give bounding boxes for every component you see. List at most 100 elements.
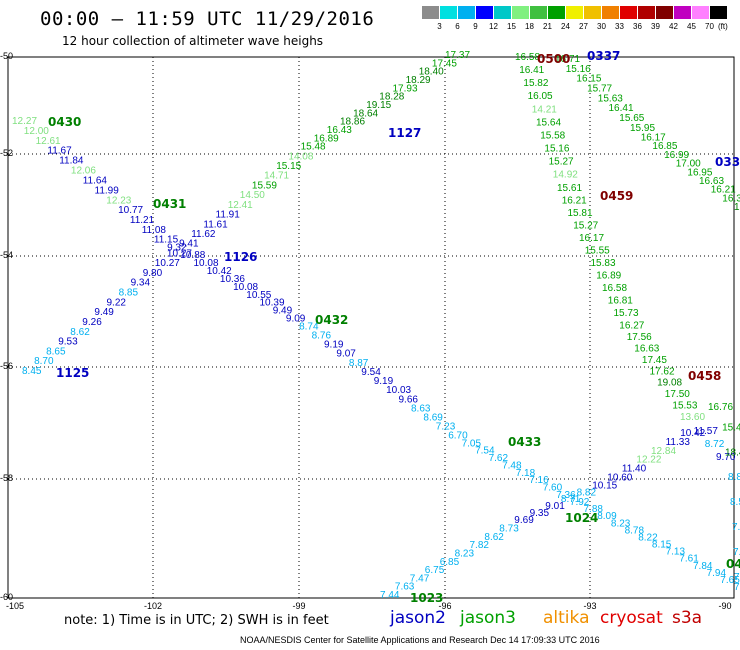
swh-value: 7.61 — [679, 554, 699, 565]
swh-value: 8.72 — [705, 439, 725, 450]
swh-value: 11.61 — [203, 219, 228, 230]
lon-label: -102 — [143, 601, 162, 611]
swh-value: 15.95 — [630, 123, 655, 134]
swh-value: 15.16 — [544, 144, 569, 155]
swh-value: 15.58 — [540, 131, 565, 142]
swh-value: 14.21 — [532, 104, 557, 115]
swh-value: 11.62 — [191, 229, 216, 240]
swh-value: 7.94 — [707, 568, 727, 579]
swh-value: 16.21 — [562, 196, 587, 207]
lat-lon-grid — [8, 57, 734, 598]
swh-value: 9.70 — [716, 452, 736, 463]
scale-label: 15 — [507, 22, 516, 31]
swh-value: 15.27 — [573, 221, 598, 232]
scale-swatch — [656, 6, 673, 19]
swh-value: 8.76 — [312, 331, 332, 342]
swh-value: 6.70 — [448, 431, 468, 442]
swh-value: 7.18 — [516, 468, 536, 479]
swh-value: 15.48 — [301, 142, 326, 153]
pass-time-label: 0500 — [537, 52, 570, 66]
swh-value: 9.32 — [167, 242, 187, 253]
swh-value: 8.62 — [70, 327, 90, 338]
scale-label: 24 — [561, 22, 570, 31]
lat-label: -58 — [0, 473, 14, 483]
scale-swatch — [674, 6, 691, 19]
swh-value: 9.54 — [361, 367, 381, 378]
swh-value: 19.15 — [366, 100, 391, 111]
scale-unit: (ft) — [718, 22, 728, 31]
swh-value: 9.69 — [514, 515, 534, 526]
scale-swatch — [692, 6, 709, 19]
swh-value: 11.84 — [59, 156, 84, 167]
swh-value: 8.62 — [484, 532, 504, 543]
scale-swatch — [548, 6, 565, 19]
swh-value: 16.63 — [634, 343, 659, 354]
swh-value: 7.54 — [475, 446, 495, 457]
swh-value: 17.56 — [627, 332, 652, 343]
swh-value: 13.60 — [680, 412, 705, 423]
swh-value: 16.58 — [602, 283, 627, 294]
scale-swatch — [530, 6, 547, 19]
swh-value: 9.26 — [82, 317, 102, 328]
lon-label: -105 — [5, 601, 24, 611]
swh-value: 16.71 — [555, 54, 580, 65]
swh-value: 7.90 — [732, 522, 740, 533]
swh-value: 16.17 — [641, 133, 666, 144]
swh-value: 12.41 — [228, 200, 253, 211]
satellite-s3a: s3a — [672, 608, 703, 628]
swh-value: 12.61 — [36, 136, 61, 147]
swh-value: 15.27 — [549, 157, 574, 168]
swh-value: 8.15 — [652, 540, 672, 551]
pass-time-label: 1023 — [410, 591, 443, 605]
swh-value: 9.09 — [286, 314, 306, 325]
swh-value: 10.08 — [194, 258, 219, 269]
pass-time-label: 0337 — [587, 49, 620, 63]
swh-value: 11.33 — [666, 437, 691, 448]
swh-value: 8.73 — [499, 524, 519, 535]
swh-value: 9.35 — [530, 508, 550, 519]
swh-value: 15.64 — [536, 117, 561, 128]
swh-value: 8.23 — [455, 548, 475, 559]
swh-value: 10.42 — [207, 266, 232, 277]
swh-value: 16.99 — [664, 150, 689, 161]
swh-value: 9.41 — [179, 239, 199, 250]
map-frame — [7, 56, 735, 599]
swh-value: 7.62 — [489, 453, 509, 464]
pass-time-label: 0433 — [508, 435, 541, 449]
swh-value: 12.84 — [651, 446, 676, 457]
swh-value: 10.15 — [592, 480, 617, 491]
swh-value: 14.71 — [264, 171, 289, 182]
scale-swatch — [602, 6, 619, 19]
swh-value: 16.89 — [596, 271, 621, 282]
scale-swatch — [440, 6, 457, 19]
swh-value: 9.07 — [336, 349, 356, 360]
scale-label: 3 — [437, 22, 442, 31]
lat-label: -50 — [0, 51, 14, 61]
swh-value: 10.77 — [118, 205, 143, 216]
swh-value: 16.85 — [652, 141, 677, 152]
scale-label: 30 — [597, 22, 606, 31]
swh-value: 8.74 — [299, 322, 319, 333]
swh-value: 7.82 — [470, 540, 490, 551]
scale-swatch — [620, 6, 637, 19]
scale-label: 6 — [455, 22, 460, 31]
swh-value: 15.82 — [523, 78, 548, 89]
swh-value: 15.46 — [722, 423, 740, 434]
swh-value: 9.80 — [143, 268, 163, 279]
swh-value: 10.27 — [167, 249, 192, 260]
swh-value: 11.21 — [130, 215, 155, 226]
scale-swatch — [476, 6, 493, 19]
swh-value: 17.62 — [650, 366, 675, 377]
swh-value: 9.01 — [545, 501, 565, 512]
swh-value: 15.77 — [587, 84, 612, 95]
swh-value: 17.50 — [665, 389, 690, 400]
scale-label: 33 — [615, 22, 624, 31]
credit-line: NOAA/NESDIS Center for Satellite Applica… — [240, 635, 600, 645]
scale-label: 12 — [489, 22, 498, 31]
swh-value: 12.23 — [106, 195, 131, 206]
swh-value: 6.85 — [440, 557, 460, 568]
pass-time-label: 0459 — [600, 189, 633, 203]
swh-value: 12.06 — [71, 166, 96, 177]
scale-swatch — [422, 6, 439, 19]
